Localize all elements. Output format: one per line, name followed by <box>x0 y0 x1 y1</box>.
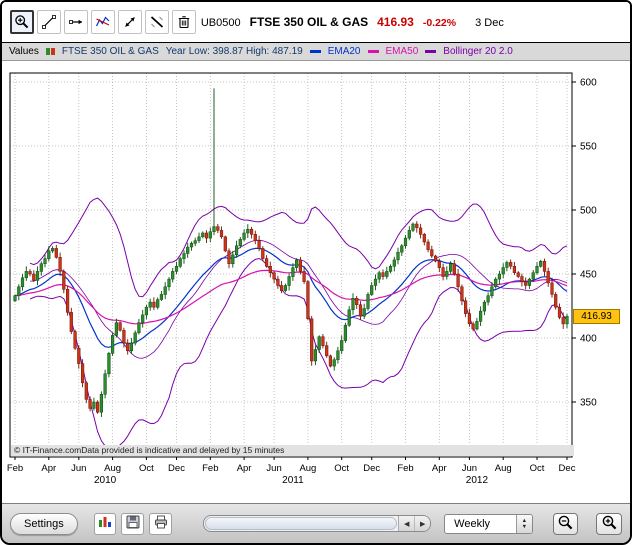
svg-text:Apr: Apr <box>237 463 252 474</box>
values-label: Values <box>9 46 39 57</box>
chart-type-button[interactable] <box>93 512 117 535</box>
svg-text:2011: 2011 <box>282 475 304 486</box>
quote-date: 3 Dec <box>475 17 504 29</box>
scroll-right-arrow-icon[interactable]: ▶ <box>414 516 431 531</box>
save-button[interactable] <box>121 512 145 535</box>
scrollbar-thumb[interactable] <box>204 517 398 530</box>
svg-text:Feb: Feb <box>397 463 413 474</box>
svg-text:Aug: Aug <box>299 463 316 474</box>
svg-text:550: 550 <box>580 142 597 153</box>
top-toolbar: UB0500 FTSE 350 OIL & GAS 416.93 -0.22% … <box>2 2 630 43</box>
indicator-icon <box>95 14 111 30</box>
svg-text:Oct: Oct <box>334 463 349 474</box>
ema20-swatch-icon <box>309 50 321 53</box>
timeframe-select[interactable]: Weekly ▲ ▼ <box>444 513 533 534</box>
svg-text:Oct: Oct <box>530 463 545 474</box>
chart-type-icon <box>97 514 113 533</box>
price-chart[interactable]: 350 400 450 500 550 600 Feb Apr Jun Aug Oct Dec Feb A… <box>2 61 630 503</box>
legend-ema50[interactable]: EMA50 <box>385 46 419 57</box>
instrument-price: 416.93 <box>377 15 414 29</box>
magnifier-plus-icon <box>14 14 30 30</box>
svg-text:2010: 2010 <box>94 475 117 486</box>
move-arrows-icon <box>122 14 138 30</box>
copyright-note: © IT-Finance.comData provided is indicat… <box>11 445 574 456</box>
trendline-icon <box>41 14 57 30</box>
svg-text:Jun: Jun <box>71 463 86 474</box>
chart-scrollbar[interactable]: ◀ ▶ <box>202 515 432 532</box>
timeframe-value: Weekly <box>454 517 491 530</box>
svg-text:Oct: Oct <box>139 463 154 474</box>
svg-text:600: 600 <box>580 78 597 89</box>
svg-text:Aug: Aug <box>495 463 512 474</box>
instrument-code: UB0500 <box>200 17 241 29</box>
svg-text:Dec: Dec <box>559 463 576 474</box>
zoom-in-button[interactable] <box>596 512 622 535</box>
magnifier-plus-icon <box>601 514 618 534</box>
svg-text:Aug: Aug <box>104 463 121 474</box>
svg-text:350: 350 <box>580 398 597 409</box>
chart-canvas[interactable]: 350 400 450 500 550 600 Feb Apr Jun Aug Oct Dec Feb A… <box>2 61 630 503</box>
bollinger-swatch-icon <box>425 50 437 53</box>
zoom-out-button[interactable] <box>552 512 579 535</box>
svg-text:400: 400 <box>580 334 597 345</box>
zoom-tool-button[interactable] <box>10 10 34 34</box>
svg-text:Apr: Apr <box>41 463 56 474</box>
svg-text:Dec: Dec <box>168 463 185 474</box>
legend-bollinger[interactable]: Bollinger 20 2.0 <box>443 46 513 57</box>
candlestick-swatch-icon <box>45 48 55 55</box>
svg-text:Feb: Feb <box>7 463 23 474</box>
stepper-arrows-icon[interactable]: ▲ ▼ <box>515 514 532 533</box>
svg-text:450: 450 <box>580 270 597 281</box>
instrument-change: -0.22% <box>422 17 457 29</box>
instrument-header: UB0500 FTSE 350 OIL & GAS 416.93 -0.22% … <box>201 15 504 29</box>
erase-drawings-tool-button[interactable] <box>145 10 169 34</box>
svg-text:500: 500 <box>580 206 597 217</box>
legend-year-range: Year Low: 398.87 High: 487.19 <box>165 46 303 57</box>
svg-text:Jun: Jun <box>462 463 477 474</box>
save-icon <box>125 514 141 533</box>
trash-icon <box>176 14 192 30</box>
legend-series-name[interactable]: FTSE 350 OIL & GAS <box>61 46 159 57</box>
indicator-tool-button[interactable] <box>91 10 115 34</box>
legend-ema20[interactable]: EMA20 <box>327 46 361 57</box>
svg-text:Dec: Dec <box>363 463 380 474</box>
svg-text:2012: 2012 <box>466 475 489 486</box>
svg-text:Feb: Feb <box>202 463 218 474</box>
magnifier-minus-icon <box>557 514 574 534</box>
svg-text:Apr: Apr <box>432 463 447 474</box>
last-price-axis-tag: 416.93 <box>573 309 620 324</box>
move-tool-button[interactable] <box>118 10 142 34</box>
erase-slash-icon <box>149 14 165 30</box>
horizontal-line-tool-button[interactable] <box>64 10 88 34</box>
svg-text:Jun: Jun <box>266 463 281 474</box>
trash-tool-button[interactable] <box>172 10 196 34</box>
horizontal-line-icon <box>68 14 84 30</box>
trendline-tool-button[interactable] <box>37 10 61 34</box>
bottom-toolbar: Settings ◀ ▶ Weekly ▲ <box>2 503 630 543</box>
scrollbar-arrows: ◀ ▶ <box>398 516 431 531</box>
scroll-left-arrow-icon[interactable]: ◀ <box>399 516 415 531</box>
print-button[interactable] <box>149 512 172 535</box>
legend-bar: Values FTSE 350 OIL & GAS Year Low: 398.… <box>2 43 630 61</box>
settings-button[interactable]: Settings <box>10 512 78 535</box>
ema50-swatch-icon <box>367 50 379 53</box>
instrument-name: FTSE 350 OIL & GAS <box>249 15 369 29</box>
print-icon <box>153 514 169 533</box>
